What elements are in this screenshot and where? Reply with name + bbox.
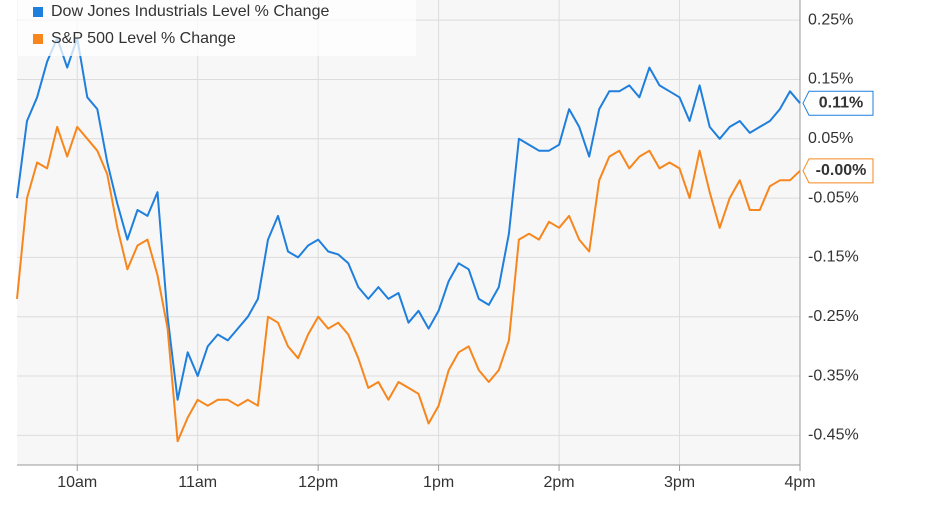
y-tick-label: -0.15% — [808, 249, 859, 266]
x-tick-label: 2pm — [544, 474, 575, 491]
value-label: 0.11% — [819, 94, 863, 111]
value-label-box — [802, 158, 874, 184]
line-series — [16, 125, 801, 443]
value-label: -0.00% — [816, 162, 867, 179]
x-tick-label: 1pm — [423, 474, 454, 491]
y-tick-label: 0.05% — [808, 130, 853, 147]
y-tick-label: -0.45% — [808, 427, 859, 444]
y-tick-label: -0.35% — [808, 367, 859, 384]
x-tick-label: 4pm — [784, 474, 815, 491]
legend-label: Dow Jones Industrials Level % Change — [51, 3, 329, 20]
value-label-box — [802, 90, 874, 116]
legend-box — [18, 0, 416, 56]
line-series — [16, 37, 801, 401]
x-tick-label: 3pm — [664, 474, 695, 491]
y-tick-label: 0.15% — [808, 71, 853, 88]
x-tick-label: 11am — [178, 474, 217, 491]
y-tick-label: -0.05% — [808, 189, 859, 206]
legend-marker — [33, 7, 43, 17]
legend-marker — [33, 34, 43, 44]
y-tick-label: 0.25% — [808, 11, 853, 28]
y-tick-label: -0.25% — [808, 308, 859, 325]
plot-area — [17, 0, 800, 465]
x-tick-label: 12pm — [298, 474, 338, 491]
legend-label: S&P 500 Level % Change — [51, 30, 236, 47]
x-tick-label: 10am — [57, 474, 97, 491]
